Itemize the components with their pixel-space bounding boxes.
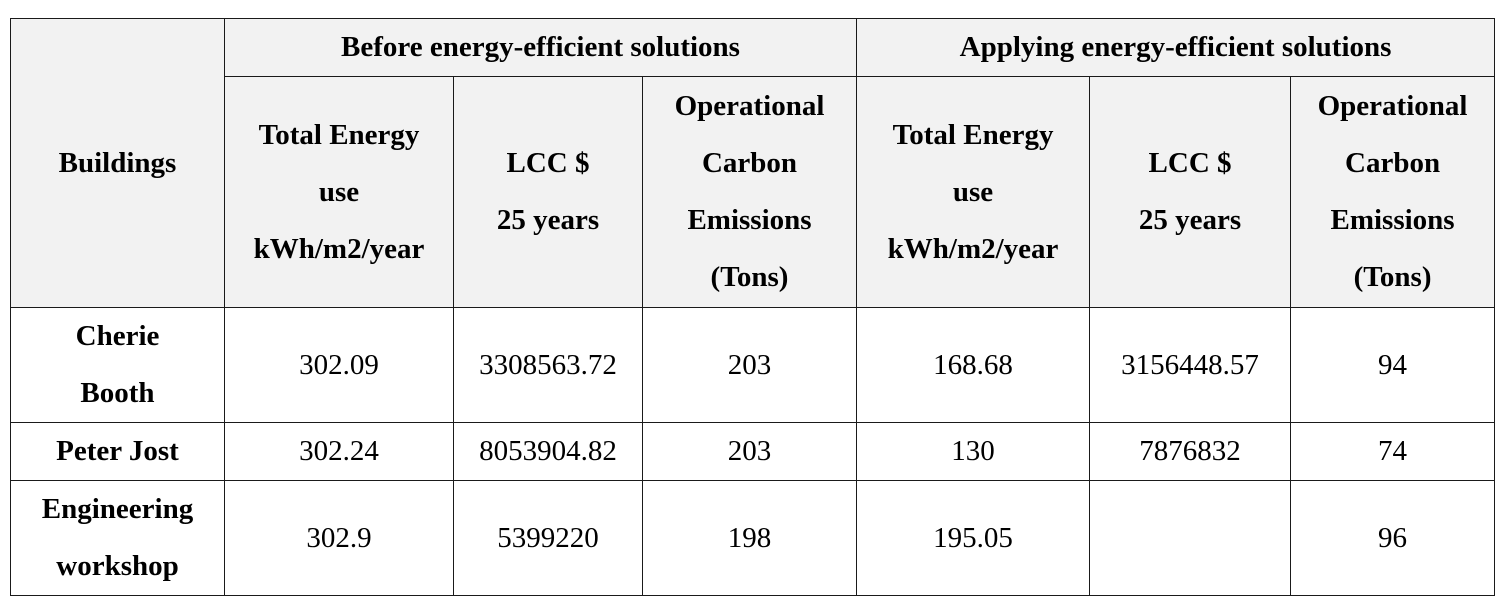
table-cell: 203: [641, 422, 858, 481]
table-cell: 195.05: [856, 480, 1091, 596]
table-cell: 302.24: [224, 422, 454, 481]
header-line: LCC $: [506, 147, 590, 179]
building-name: Cherie Booth: [10, 307, 225, 423]
header-line: Emissions: [1330, 204, 1455, 236]
energy-table-container: Buildings Before energy-efficient soluti…: [10, 18, 1496, 596]
header-line: use: [318, 175, 360, 208]
before-energy-header: Total Energy use kWh/m2/year: [224, 76, 454, 308]
before-emissions-header: Operational Carbon Emissions (Tons): [641, 76, 858, 308]
table-row: Peter Jost 302.24 8053904.82 203 130 787…: [10, 422, 1496, 481]
table-cell: 74: [1290, 422, 1496, 481]
applying-group-header: Applying energy-efficient solutions: [856, 18, 1496, 77]
header-line: (Tons): [710, 261, 789, 293]
header-line: Total Energy: [258, 118, 420, 151]
table-cell: 7876832: [1089, 422, 1292, 481]
table-row: Cherie Booth 302.09 3308563.72 203 168.6…: [10, 307, 1496, 423]
table-cell: 8053904.82: [453, 422, 643, 481]
header-line: Carbon: [701, 147, 798, 179]
building-name-line: workshop: [56, 550, 179, 582]
building-name: Engineering workshop: [10, 480, 225, 596]
before-group-header: Before energy-efficient solutions: [223, 18, 858, 77]
table-cell: 96: [1290, 480, 1496, 596]
header-line: kWh/m2/year: [887, 232, 1059, 265]
header-line: Operational: [1317, 90, 1468, 122]
table-cell: 5399220: [453, 480, 643, 596]
header-line: Carbon: [1345, 147, 1441, 179]
table-cell: 198: [641, 480, 858, 596]
table-row: Engineering workshop 302.9 5399220 198 1…: [10, 480, 1496, 596]
buildings-header: Buildings: [10, 18, 225, 308]
header-line: 25 years: [1138, 204, 1242, 236]
table-cell: [1089, 480, 1292, 596]
before-lcc-header: LCC $ 25 years: [453, 76, 643, 308]
table-cell: 3308563.72: [453, 307, 643, 423]
table-cell: 94: [1290, 307, 1496, 423]
group-header-row: Buildings Before energy-efficient soluti…: [10, 18, 1496, 308]
applying-energy-header: Total Energy use kWh/m2/year: [856, 76, 1091, 308]
table-cell: 302.9: [224, 480, 454, 596]
building-name: Peter Jost: [10, 422, 225, 481]
table-cell: 302.09: [224, 307, 454, 423]
header-line: use: [952, 175, 994, 208]
header-line: (Tons): [1353, 261, 1432, 293]
building-name-line: Engineering: [41, 493, 194, 525]
applying-lcc-header: LCC $ 25 years: [1089, 76, 1292, 308]
header-line: Emissions: [687, 204, 812, 236]
table-cell: 203: [641, 307, 858, 423]
energy-comparison-table: Buildings Before energy-efficient soluti…: [10, 18, 1496, 596]
table-cell: 130: [856, 422, 1091, 481]
building-name-line: Peter Jost: [56, 435, 179, 467]
sub-header-row: Total Energy use kWh/m2/year LCC $ 25 ye…: [11, 76, 1496, 308]
table-cell: 168.68: [856, 307, 1091, 423]
header-line: Total Energy: [892, 118, 1054, 151]
applying-emissions-header: Operational Carbon Emissions (Tons): [1290, 76, 1496, 308]
header-line: Operational: [674, 90, 825, 122]
header-line: 25 years: [496, 204, 600, 236]
table-cell: 3156448.57: [1089, 307, 1292, 423]
header-line: kWh/m2/year: [253, 232, 425, 265]
header-line: LCC $: [1148, 147, 1232, 179]
building-name-line: Cherie: [75, 320, 160, 352]
building-name-line: Booth: [80, 377, 155, 409]
